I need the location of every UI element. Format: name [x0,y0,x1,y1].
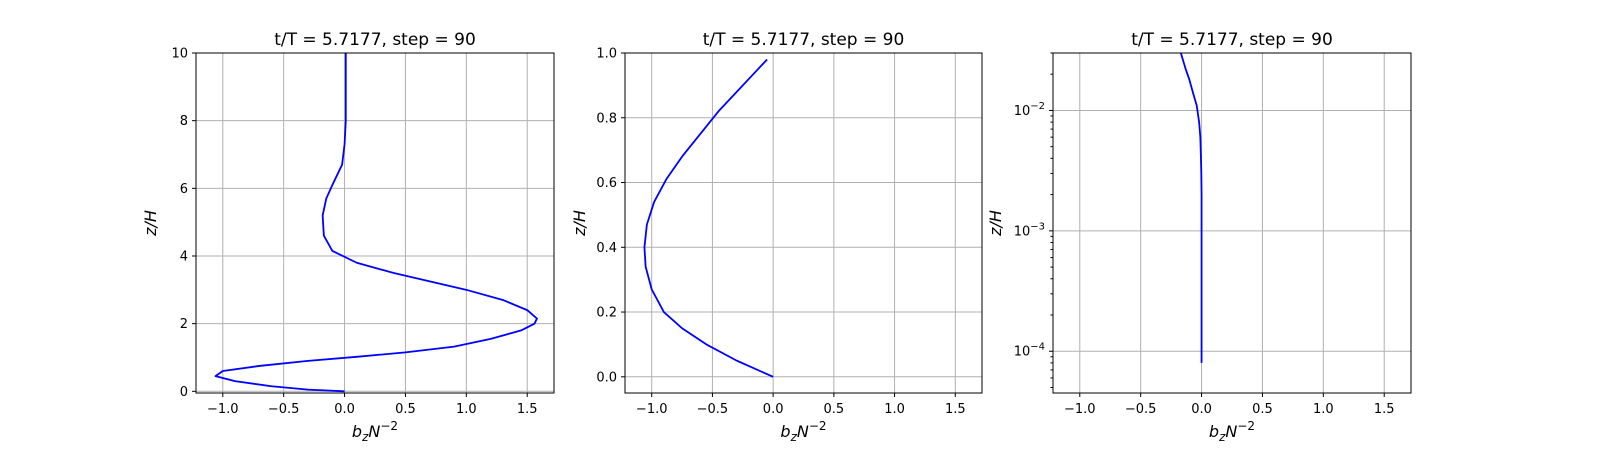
axes-frame [624,52,983,394]
y-axis-label: z/H [141,210,160,237]
x-tick-label: 0.5 [395,402,416,417]
chart-panel-1: −1.0 −0.5 0.0 0.5 1.0 1.5 0 2 4 6 8 10 t/T = 5.7177,… [141,30,555,444]
x-tick-label: 1.0 [1313,402,1334,417]
y-tick-label: 0.8 [596,111,617,126]
y-tick-label: 0.0 [596,370,617,385]
x-tick-label: 0.0 [1191,402,1212,417]
y-tick-label: 0.2 [596,306,617,321]
y-tick-label: 10−2 [1014,101,1045,119]
x-tick-label: 1.5 [945,402,966,417]
y-axis-label: z/H [986,210,1005,237]
x-axis-label: bzN−2 [352,419,398,444]
x-tick-label: 0.0 [763,402,784,417]
chart-title: t/T = 5.7177, step = 90 [274,30,476,50]
x-tick-label: −0.5 [697,402,729,417]
series-line-1 [643,58,774,378]
y-tick-label: 10 [171,47,188,62]
y-tick-label: 6 [180,182,188,197]
y-tick-label: 8 [180,114,188,129]
x-tick-label: 1.5 [517,402,538,417]
y-tick-label: 10−4 [1014,342,1045,360]
chart-panel-3: −1.0 −0.5 0.0 0.5 1.0 1.5 10−4 10−3 10−2 t/T = 5.… [986,30,1412,444]
y-tick-label: 0 [180,385,188,400]
chart-title: t/T = 5.7177, step = 90 [703,30,905,50]
y-axis-label: z/H [570,210,589,237]
x-axis-label: bzN−2 [1209,419,1255,444]
x-tick-label: 1.0 [884,402,905,417]
y-tick-label: 0.6 [596,176,617,191]
x-tick-label: 0.5 [824,402,845,417]
x-tick-label: 1.0 [456,402,477,417]
series-line-1 [214,53,538,393]
x-tick-label: 1.5 [1374,402,1395,417]
y-tick-label: 1.0 [596,47,617,62]
axes-frame [1052,52,1412,394]
chart-title: t/T = 5.7177, step = 90 [1131,30,1333,50]
x-tick-label: −0.5 [268,402,300,417]
x-tick-label: −1.0 [1064,402,1096,417]
y-tick-label: 0.4 [596,241,617,256]
y-tick-label: 4 [180,249,188,264]
x-tick-label: 0.5 [1252,402,1273,417]
series-line-1 [1179,52,1203,363]
x-tick-label: −1.0 [207,402,239,417]
x-tick-label: −1.0 [636,402,668,417]
chart-panel-2: −1.0 −0.5 0.0 0.5 1.0 1.5 0.0 0.2 0.4 0.6 0.8 1.0 t/… [570,30,983,444]
x-tick-label: −0.5 [1125,402,1157,417]
x-tick-label: 0.0 [334,402,355,417]
y-tick-label: 2 [180,317,188,332]
x-axis-label: bzN−2 [780,419,826,444]
y-tick-label: 10−3 [1014,221,1045,239]
axes-frame [195,52,555,394]
